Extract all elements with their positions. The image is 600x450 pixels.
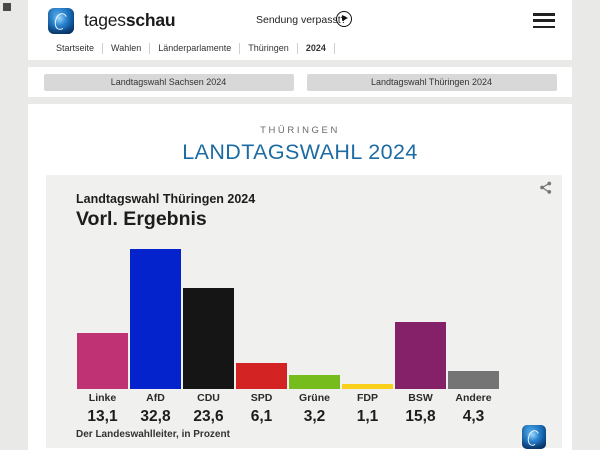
- bar-value-cdu: 23,6: [193, 407, 224, 425]
- share-icon[interactable]: [538, 180, 553, 195]
- bar-value-spd: 6,1: [250, 407, 273, 425]
- bar-value-afd: 32,8: [140, 407, 171, 425]
- brand-word-bold: schau: [125, 10, 176, 30]
- globe-icon: [52, 12, 70, 30]
- bar-label-spd: SPD: [250, 392, 273, 404]
- bar-bsw: [395, 321, 446, 389]
- chart-source-note: Der Landeswahlleiter, in Prozent: [76, 429, 230, 440]
- tagesschau-watermark-logo-icon: [522, 425, 546, 449]
- bar-column-grüne: Grüne 3,2: [289, 249, 340, 424]
- page-title: LANDTAGSWAHL 2024: [182, 140, 418, 164]
- bar-cdu: [183, 288, 234, 389]
- bar-spd: [236, 363, 287, 389]
- bar-grüne: [289, 375, 340, 389]
- breadcrumb-item-2024[interactable]: 2024: [298, 42, 335, 54]
- bar-label-fdp: FDP: [357, 392, 378, 404]
- bar-column-andere: Andere 4,3: [448, 249, 499, 424]
- bar-label-cdu: CDU: [197, 392, 220, 404]
- bar-column-spd: SPD 6,1: [236, 249, 287, 424]
- bar-column-afd: AfD 32,8: [130, 249, 181, 424]
- bar-label-bsw: BSW: [408, 392, 433, 404]
- main-content: THÜRINGEN LANDTAGSWAHL 2024 Landtagswahl…: [28, 104, 572, 450]
- breadcrumb-item-wahlen[interactable]: Wahlen: [103, 42, 151, 54]
- brand-wordmark[interactable]: tagesschau: [84, 10, 176, 31]
- bar-label-grüne: Grüne: [299, 392, 330, 404]
- bar-column-linke: Linke 13,1: [77, 249, 128, 424]
- breadcrumb-item-thüringen[interactable]: Thüringen: [240, 42, 298, 54]
- breadcrumb: Startseite Wahlen Länderparlamente Thüringe…: [48, 40, 335, 56]
- quick-link-sachsen-button[interactable]: Landtagswahl Sachsen 2024: [43, 73, 294, 91]
- chart-title: Landtagswahl Thüringen 2024: [76, 192, 256, 206]
- page-kicker: THÜRINGEN: [260, 125, 340, 136]
- bar-linke: [77, 333, 128, 389]
- play-circle-icon[interactable]: [336, 11, 352, 27]
- bar-chart: Linke 13,1 AfD 32,8 CDU 23,6 SPD 6,1 Grüne 3,2 FDP…: [77, 249, 499, 424]
- chart-subtitle: Vorl. Ergebnis: [76, 208, 207, 230]
- bar-label-andere: Andere: [455, 392, 492, 404]
- site-header: tagesschau Sendung verpasst? Startseite W…: [28, 0, 572, 60]
- hamburger-menu-icon[interactable]: [533, 13, 555, 29]
- bar-column-bsw: BSW 15,8: [395, 249, 446, 424]
- bar-label-afd: AfD: [146, 392, 165, 404]
- bar-label-linke: Linke: [88, 392, 117, 404]
- breadcrumb-item-länderparlamente[interactable]: Länderparlamente: [150, 42, 241, 54]
- bar-value-andere: 4,3: [462, 407, 485, 425]
- bar-value-fdp: 1,1: [356, 407, 379, 425]
- bar-fdp: [342, 384, 393, 389]
- brand-word-regular: tages: [84, 10, 126, 30]
- bar-afd: [130, 249, 181, 389]
- corner-artifact: [3, 3, 11, 11]
- election-quick-links: Landtagswahl Sachsen 2024 Landtagswahl T…: [28, 67, 572, 97]
- results-chart-card: Landtagswahl Thüringen 2024 Vorl. Ergebn…: [46, 175, 562, 449]
- globe-icon: [525, 428, 543, 446]
- bar-andere: [448, 370, 499, 389]
- quick-link-thueringen-button[interactable]: Landtagswahl Thüringen 2024: [306, 73, 557, 91]
- header-top-row: tagesschau Sendung verpasst?: [28, 0, 572, 40]
- bar-value-linke: 13,1: [87, 407, 118, 425]
- bar-column-fdp: FDP 1,1: [342, 249, 393, 424]
- bar-column-cdu: CDU 23,6: [183, 249, 234, 424]
- breadcrumb-item-startseite[interactable]: Startseite: [48, 42, 104, 54]
- bar-value-bsw: 15,8: [405, 407, 436, 425]
- tagesschau-globe-logo-icon[interactable]: [48, 8, 74, 34]
- missed-broadcast-link[interactable]: Sendung verpasst?: [256, 14, 347, 26]
- bar-value-grüne: 3,2: [303, 407, 326, 425]
